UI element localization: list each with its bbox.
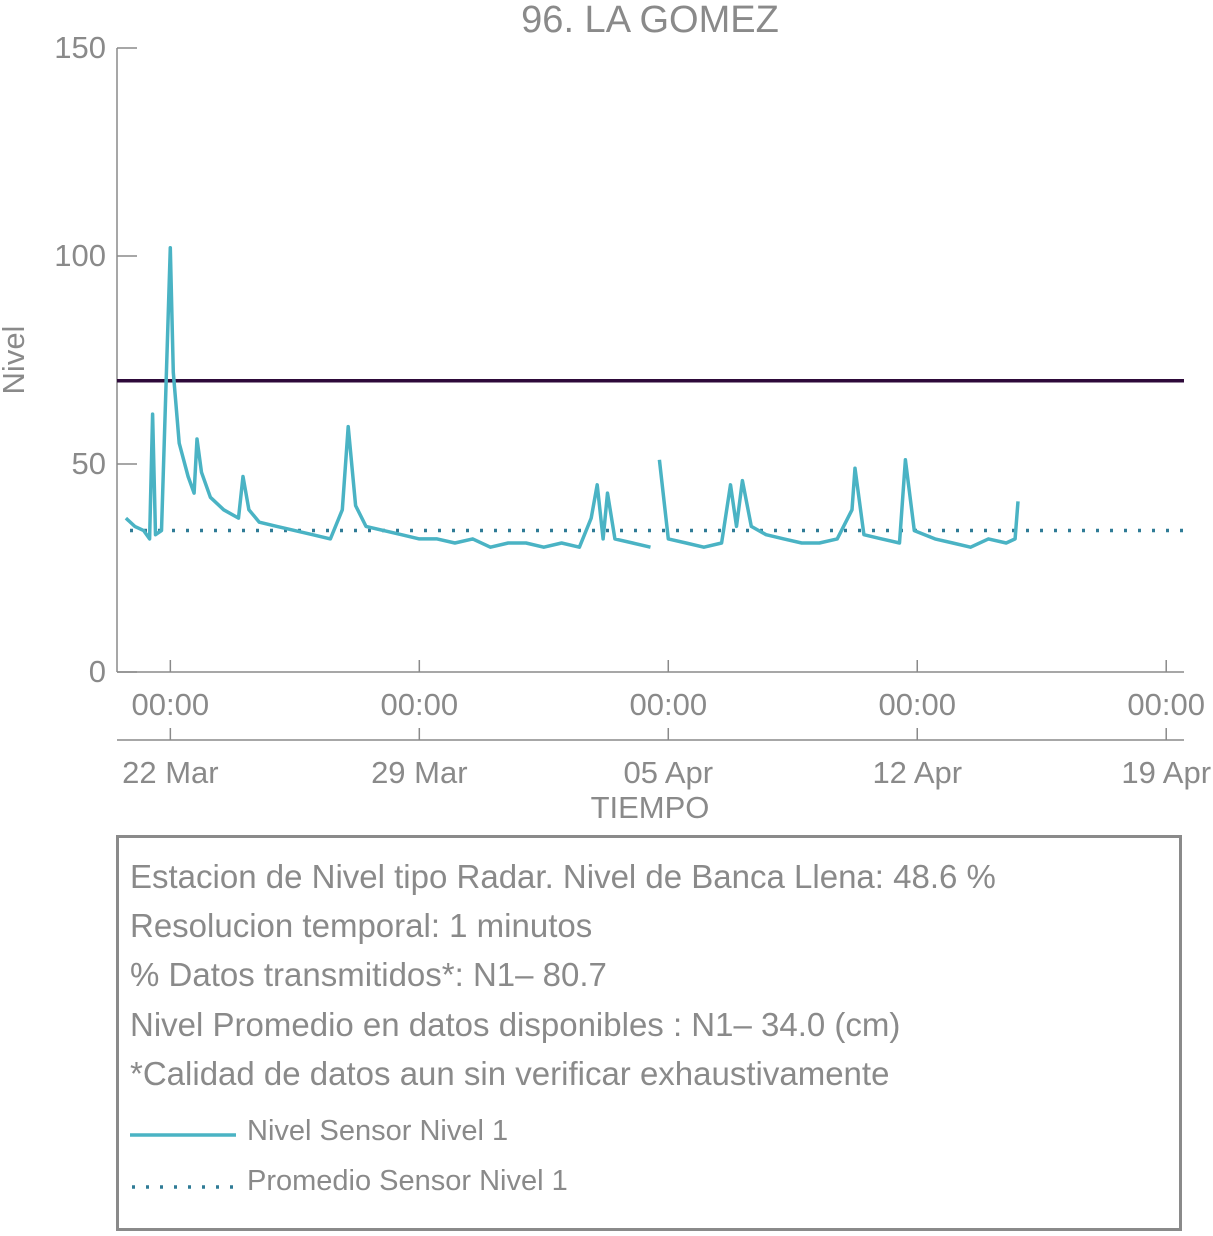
y-tick-label: 0	[89, 654, 106, 689]
info-quality-note: *Calidad de datos aun sin verificar exha…	[130, 1055, 890, 1092]
x-tick-time-label: 00:00	[1127, 687, 1205, 722]
x-tick-date-label: 12 Apr	[872, 755, 962, 790]
plot-area: 0 50 100 150 00:00 22 Mar 00:00 29 Mar 00:00 05 A…	[54, 30, 1211, 790]
x-tick-time-label: 00:00	[629, 687, 707, 722]
y-tick-label: 50	[72, 446, 106, 481]
x-tick-time-label: 00:00	[878, 687, 956, 722]
legend-swatch-dotted	[132, 1185, 236, 1189]
x-tick-time-label: 00:00	[381, 687, 459, 722]
info-transmitted: % Datos transmitidos*: N1– 80.7	[130, 956, 607, 993]
x-tick-date-label: 29 Mar	[371, 755, 467, 790]
x-axis-label: TIEMPO	[591, 790, 710, 825]
series-line-segment-1	[124, 245, 651, 549]
x-tick-date-label: 19 Apr	[1121, 755, 1211, 790]
x-tick-date-label: 22 Mar	[122, 755, 218, 790]
y-axis-label: Nivel	[0, 326, 31, 395]
chart: 96. LA GOMEZ Nivel TIEMPO 0 50 100 150 00:00…	[0, 0, 1211, 825]
y-tick-label: 100	[54, 238, 106, 273]
info-station: Estacion de Nivel tipo Radar. Nivel de B…	[130, 858, 996, 895]
legend-swatch-solid	[130, 1133, 236, 1137]
series-line-segment-2	[657, 458, 1020, 549]
info-box: Estacion de Nivel tipo Radar. Nivel de B…	[116, 835, 1182, 1231]
x-tick-date-label: 05 Apr	[623, 755, 713, 790]
chart-title: 96. LA GOMEZ	[521, 0, 779, 41]
legend-label-promedio: Promedio Sensor Nivel 1	[247, 1165, 568, 1197]
y-tick-label: 150	[54, 30, 106, 65]
info-resolution: Resolucion temporal: 1 minutos	[130, 907, 593, 944]
x-tick-time-label: 00:00	[132, 687, 210, 722]
legend-label-nivel: Nivel Sensor Nivel 1	[247, 1115, 509, 1147]
info-average: Nivel Promedio en datos disponibles : N1…	[130, 1006, 901, 1043]
